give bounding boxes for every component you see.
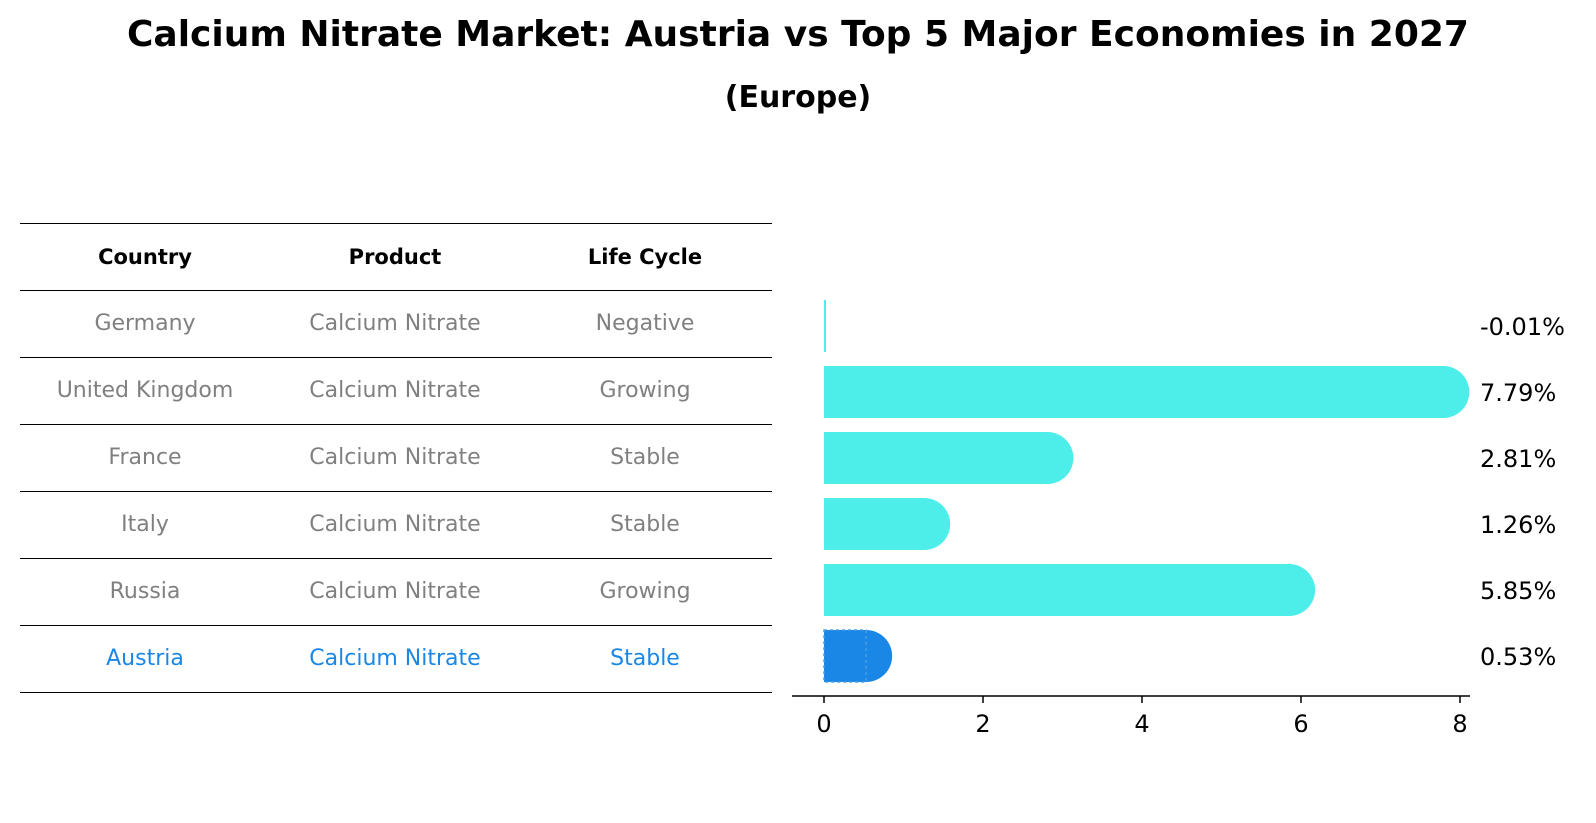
country-cell: Russia [109, 579, 181, 604]
product-cell: Calcium Nitrate [309, 445, 481, 470]
data-label: -0.01% [1480, 313, 1565, 341]
country-cell: United Kingdom [56, 378, 234, 403]
country-cell: Germany [94, 311, 196, 336]
header-life-cycle: Life Cycle [587, 245, 703, 269]
x-tick-label: 0 [816, 710, 831, 738]
table-row: United Kingdom Calcium Nitrate Growing [20, 357, 772, 424]
bar [824, 564, 1316, 616]
data-label: 7.79% [1480, 379, 1556, 407]
data-label: 0.53% [1480, 643, 1556, 671]
life-cycle-cell: Negative [595, 311, 695, 336]
life-cycle-cell: Growing [599, 579, 691, 604]
chart-title: Calcium Nitrate Market: Austria vs Top 5… [127, 14, 1469, 55]
x-tick-label: 6 [1293, 710, 1308, 738]
country-cell: France [108, 445, 182, 470]
table-header-row: Country Product Life Cycle [20, 223, 772, 290]
table-row: Germany Calcium Nitrate Negative [20, 290, 772, 357]
life-cycle-cell: Stable [610, 646, 680, 671]
product-cell: Calcium Nitrate [309, 646, 481, 671]
table-row: France Calcium Nitrate Stable [20, 424, 772, 491]
product-cell: Calcium Nitrate [309, 311, 481, 336]
bar [824, 366, 1470, 418]
table-row: Italy Calcium Nitrate Stable [20, 491, 772, 558]
life-cycle-cell: Stable [610, 512, 680, 537]
bar-outline [823, 629, 867, 683]
header-product: Product [348, 245, 442, 269]
data-label: 1.26% [1480, 511, 1556, 539]
x-tick-label: 2 [975, 710, 990, 738]
bar [824, 432, 1074, 484]
x-tick-label: 8 [1452, 710, 1467, 738]
bar [824, 630, 893, 682]
product-cell: Calcium Nitrate [309, 512, 481, 537]
table-row: Russia Calcium Nitrate Growing [20, 558, 772, 625]
data-label: 2.81% [1480, 445, 1556, 473]
table-row-highlight: Austria Calcium Nitrate Stable [20, 625, 772, 693]
data-label: 5.85% [1480, 577, 1556, 605]
bar [824, 498, 951, 550]
life-cycle-cell: Stable [610, 445, 680, 470]
country-cell: Austria [106, 646, 184, 671]
life-cycle-cell: Growing [599, 378, 691, 403]
chart-subtitle: (Europe) [724, 80, 872, 115]
header-country: Country [98, 245, 192, 269]
bar [824, 300, 826, 352]
product-cell: Calcium Nitrate [309, 579, 481, 604]
x-tick-label: 4 [1134, 710, 1149, 738]
market-table: Country Product Life Cycle Germany Calci… [20, 223, 772, 693]
country-cell: Italy [121, 512, 169, 537]
product-cell: Calcium Nitrate [309, 378, 481, 403]
